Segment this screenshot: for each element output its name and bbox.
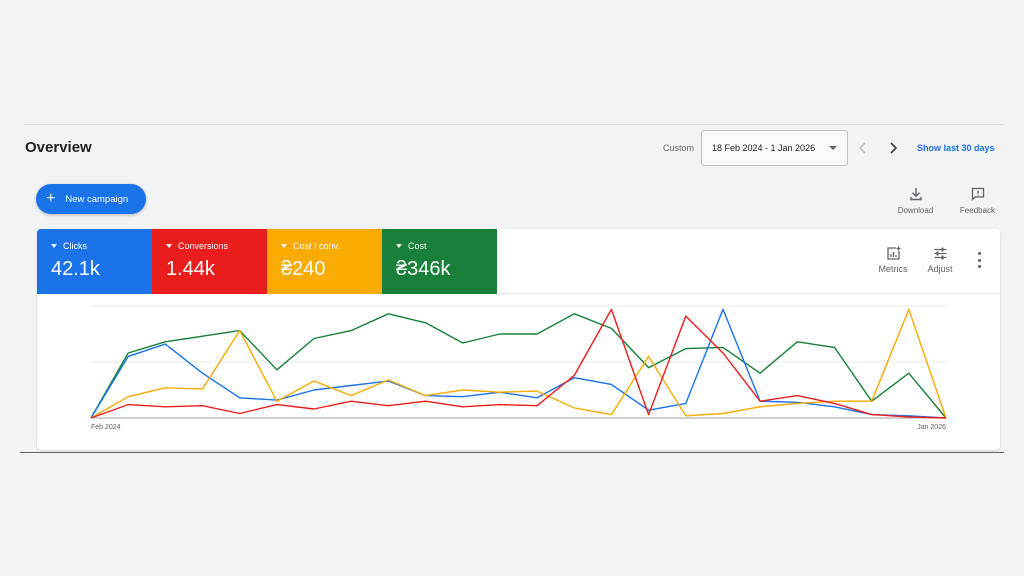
caret-down-icon: [829, 146, 837, 150]
date-range-picker[interactable]: 18 Feb 2024 - 1 Jan 2026: [701, 130, 848, 166]
download-icon: [909, 188, 922, 201]
metrics-button[interactable]: Metrics: [875, 246, 911, 274]
scorecard-value: 42.1k: [51, 258, 100, 280]
scorecard-value: ₴240: [281, 258, 326, 280]
performance-line-chart: Feb 2024 Jan 2026: [90, 305, 947, 431]
scorecard-clicks[interactable]: Clicks 42.1k: [37, 229, 152, 294]
date-range-label: Custom: [663, 143, 695, 153]
next-period-button[interactable]: [884, 139, 902, 157]
bottom-divider: [20, 452, 1004, 453]
series-line-3: [90, 308, 947, 419]
caret-down-icon: [281, 244, 287, 248]
adjust-label: Adjust: [927, 264, 953, 274]
plus-icon: +: [46, 190, 56, 207]
x-tick-label-start: Feb 2024: [91, 424, 121, 431]
feedback-button[interactable]: Feedback: [955, 187, 1000, 215]
feedback-icon: [971, 187, 984, 201]
chart-series: [90, 308, 947, 419]
metrics-label: Metrics: [878, 264, 908, 274]
chevron-right-icon: [890, 142, 898, 154]
date-range-value: 18 Feb 2024 - 1 Jan 2026: [712, 143, 816, 153]
caret-down-icon: [166, 244, 172, 248]
more-vert-icon: [977, 252, 981, 255]
download-button[interactable]: Download: [893, 187, 938, 215]
feedback-label: Feedback: [959, 206, 996, 215]
top-divider: [24, 124, 1004, 125]
download-label: Download: [897, 206, 934, 215]
scorecard-label: Conversions: [178, 241, 229, 251]
previous-period-button[interactable]: [854, 139, 872, 157]
caret-down-icon: [51, 244, 57, 248]
performance-card: Clicks 42.1k Conversions 1.44k Cost / co…: [37, 229, 1000, 450]
adjust-button[interactable]: Adjust: [922, 246, 958, 274]
scorecard-label: Clicks: [63, 241, 87, 251]
chart-grid: [91, 305, 946, 419]
new-campaign-label: New campaign: [65, 193, 129, 205]
tune-icon: [934, 247, 946, 260]
scorecard-cost-per-conversion[interactable]: Cost / conv. ₴240: [267, 229, 382, 294]
new-campaign-button[interactable]: + New campaign: [36, 184, 146, 214]
scorecard-conversions[interactable]: Conversions 1.44k: [152, 229, 267, 294]
add-chart-icon: [886, 246, 900, 260]
scorecard-value: 1.44k: [166, 258, 215, 280]
more-options-button[interactable]: [973, 252, 985, 268]
scorecards: Clicks 42.1k Conversions 1.44k Cost / co…: [37, 229, 497, 294]
scorecard-label: Cost: [408, 241, 427, 251]
series-line-2: [90, 308, 947, 419]
page-title: Overview: [25, 139, 92, 156]
series-line-0: [90, 313, 947, 419]
scorecard-label: Cost / conv.: [293, 241, 340, 251]
chevron-left-icon: [858, 142, 866, 154]
card-header-divider: [497, 293, 1000, 294]
show-last-30-days-link[interactable]: Show last 30 days: [917, 143, 995, 153]
scorecard-cost[interactable]: Cost ₴346k: [382, 229, 497, 294]
caret-down-icon: [396, 244, 402, 248]
x-tick-label-end: Jan 2026: [917, 424, 946, 431]
scorecard-value: ₴346k: [396, 258, 451, 280]
